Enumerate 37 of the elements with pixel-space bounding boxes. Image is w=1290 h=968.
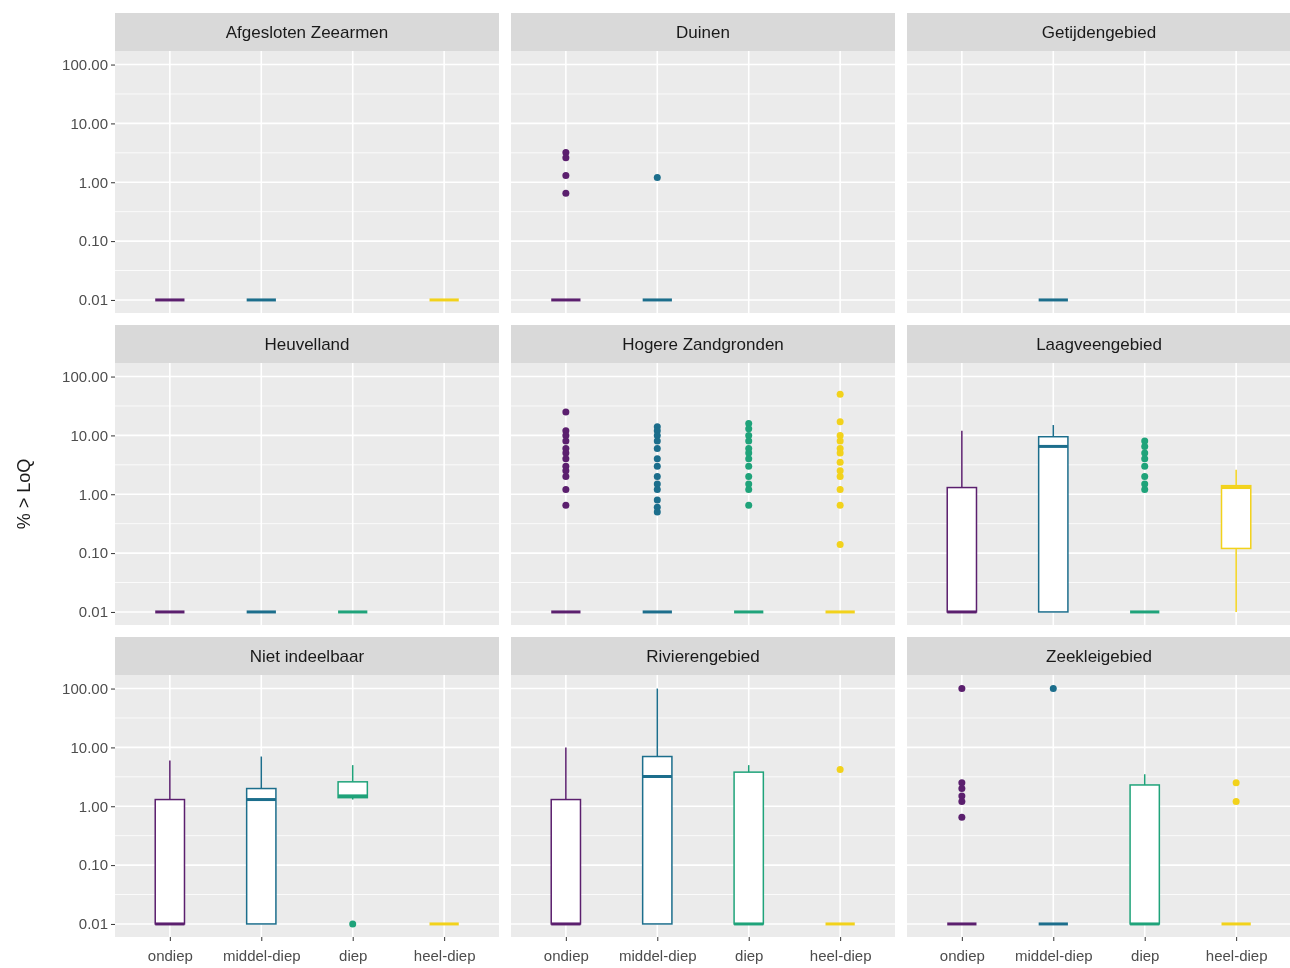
x-tick-label: diep — [735, 946, 764, 964]
x-tick-label: heel-diep — [1205, 946, 1268, 964]
chart-title: Zeekleigebied — [1046, 647, 1152, 666]
y-tick-label: 0.10 — [78, 856, 108, 874]
y-tick-label: 1.00 — [78, 485, 108, 503]
chart-title: Duinen — [676, 23, 730, 42]
x-tick-label: ondiep — [543, 946, 589, 964]
y-tick-label: 1.00 — [78, 173, 108, 191]
x-tick-label: ondiep — [147, 946, 193, 964]
x-tick-label: ondiep — [939, 946, 985, 964]
y-tick-label: 10.00 — [70, 738, 108, 756]
chart-title: Niet indeelbaar — [249, 647, 365, 666]
chart-title: Heuvelland — [264, 335, 350, 354]
chart-title: Rivierengebied — [646, 647, 760, 666]
y-tick-label: 0.01 — [78, 603, 108, 621]
x-tick-label: diep — [1131, 946, 1160, 964]
x-tick-label: heel-diep — [413, 946, 476, 964]
x-tick-label: heel-diep — [809, 946, 872, 964]
y-tick-label: 0.01 — [78, 291, 108, 309]
y-tick-label: 0.01 — [78, 915, 108, 933]
y-tick-label: 0.10 — [78, 232, 108, 250]
y-tick-label: 1.00 — [78, 797, 108, 815]
y-tick-label: 100.00 — [62, 367, 108, 385]
x-tick-label: middel-diep — [223, 946, 301, 964]
chart-title: Laagveengebied — [1036, 335, 1162, 354]
x-tick-label: middel-diep — [1015, 946, 1093, 964]
y-tick-label: 10.00 — [70, 114, 108, 132]
chart-title: Hogere Zandgronden — [622, 335, 784, 354]
x-tick-label: diep — [339, 946, 368, 964]
x-tick-label: middel-diep — [619, 946, 697, 964]
y-tick-label: 10.00 — [70, 426, 108, 444]
y-tick-label: 0.10 — [78, 544, 108, 562]
chart-title: Afgesloten Zeearmen — [225, 23, 389, 42]
y-tick-label: 100.00 — [62, 55, 108, 73]
y-tick-label: 100.00 — [62, 679, 108, 697]
y-axis-title: % > LoQ — [14, 458, 34, 530]
chart-title: Getijdengebied — [1041, 23, 1157, 42]
